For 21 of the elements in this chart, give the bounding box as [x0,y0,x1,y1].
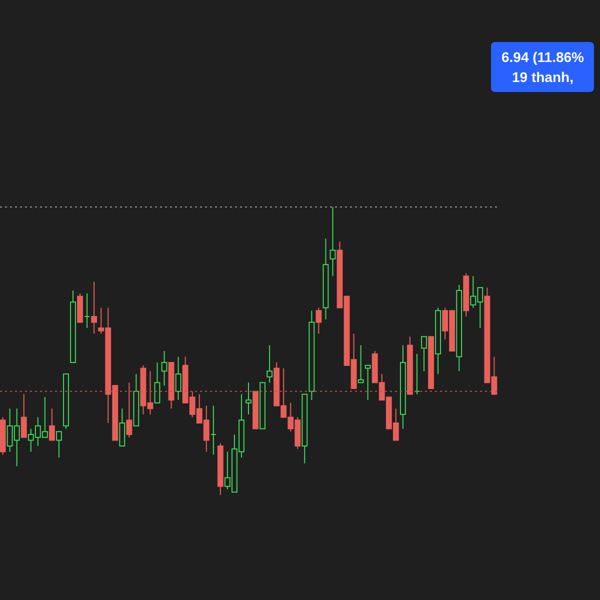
candlestick [316,307,322,334]
candlestick [56,431,62,458]
candlestick [330,206,336,277]
candlestick [364,364,371,400]
candlestick [414,353,420,395]
candlestick [154,362,160,404]
candlestick [266,344,273,384]
candlestick [210,405,216,456]
candlestick [91,281,98,334]
candlestick [175,356,182,400]
candlestick [126,382,132,438]
text: 19 thanh, [511,68,574,87]
candlestick [48,408,55,441]
candlestick [20,394,27,438]
text: 6.94 (11.86% [501,48,584,67]
candlestick [84,292,90,328]
candlestick [421,336,427,372]
candlestick [246,382,252,415]
candlestick [161,350,168,386]
candlestick [119,408,126,447]
candlestick [358,344,364,384]
